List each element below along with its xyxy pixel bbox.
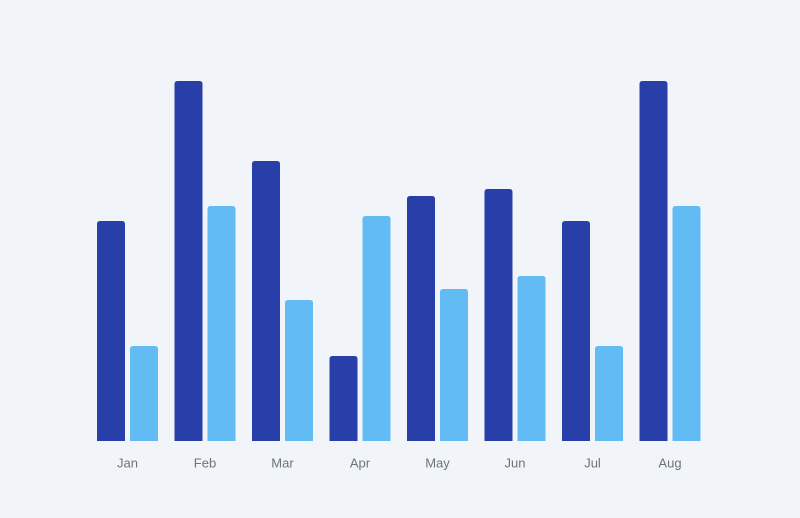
bar — [97, 221, 125, 441]
bar — [362, 216, 391, 441]
x-tick-label: May — [425, 455, 450, 470]
bar — [407, 196, 435, 441]
x-tick-label: Aug — [658, 455, 681, 470]
bar — [329, 356, 358, 441]
bar — [440, 289, 468, 441]
bar — [639, 81, 668, 441]
x-tick-label: Jun — [505, 455, 526, 470]
x-tick-label: Feb — [194, 455, 216, 470]
bar — [517, 276, 546, 441]
x-tick-label: Jul — [584, 455, 601, 470]
bar — [252, 161, 280, 441]
bar — [484, 189, 513, 441]
x-tick-label: Apr — [350, 455, 371, 470]
x-tick-label: Mar — [271, 455, 294, 470]
bar — [207, 206, 236, 441]
bar — [130, 346, 158, 441]
bar — [672, 206, 701, 441]
x-tick-label: Jan — [117, 455, 138, 470]
bar — [562, 221, 590, 441]
bar — [285, 300, 313, 441]
bar — [174, 81, 203, 441]
bar — [595, 346, 623, 441]
